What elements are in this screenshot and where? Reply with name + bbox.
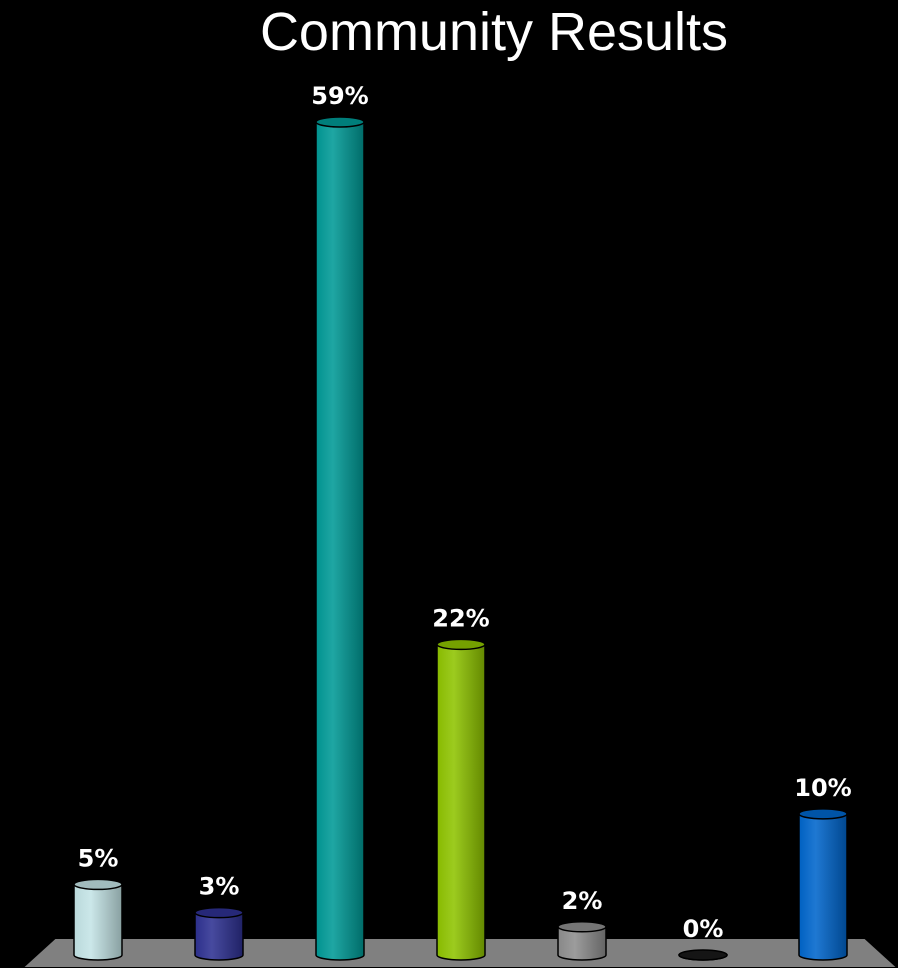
bar-top-cap (194, 906, 244, 919)
bar-body (315, 121, 365, 961)
bar-top-cap (798, 808, 848, 820)
bar-top-cap (315, 116, 365, 128)
bar-4 (436, 638, 486, 961)
bar-3 (315, 116, 365, 961)
bar-6 (678, 949, 728, 961)
bar-5 (557, 921, 607, 961)
bar-top-cap (557, 921, 607, 933)
data-label: 2% (562, 887, 603, 915)
data-label: 5% (78, 844, 119, 872)
bar-body (798, 813, 848, 961)
bars-group: 5% 3% 59% 22% 2% 0% 10% (73, 82, 852, 961)
bar-1 (73, 878, 123, 961)
data-label: 3% (199, 873, 240, 901)
data-label: 59% (311, 82, 368, 110)
bar-top-cap (436, 638, 486, 651)
bar-body (73, 883, 123, 961)
data-label: 0% (683, 915, 724, 943)
data-label: 10% (794, 774, 851, 802)
bar-top-cap (678, 949, 728, 961)
bar-body (436, 643, 486, 961)
bar-2 (194, 906, 244, 961)
bar-body (194, 911, 244, 961)
data-label: 22% (432, 604, 489, 632)
bar-7 (798, 808, 848, 961)
chart-title: Community Results (260, 2, 728, 62)
bar-top-cap (73, 878, 123, 891)
bar-body (557, 926, 607, 961)
